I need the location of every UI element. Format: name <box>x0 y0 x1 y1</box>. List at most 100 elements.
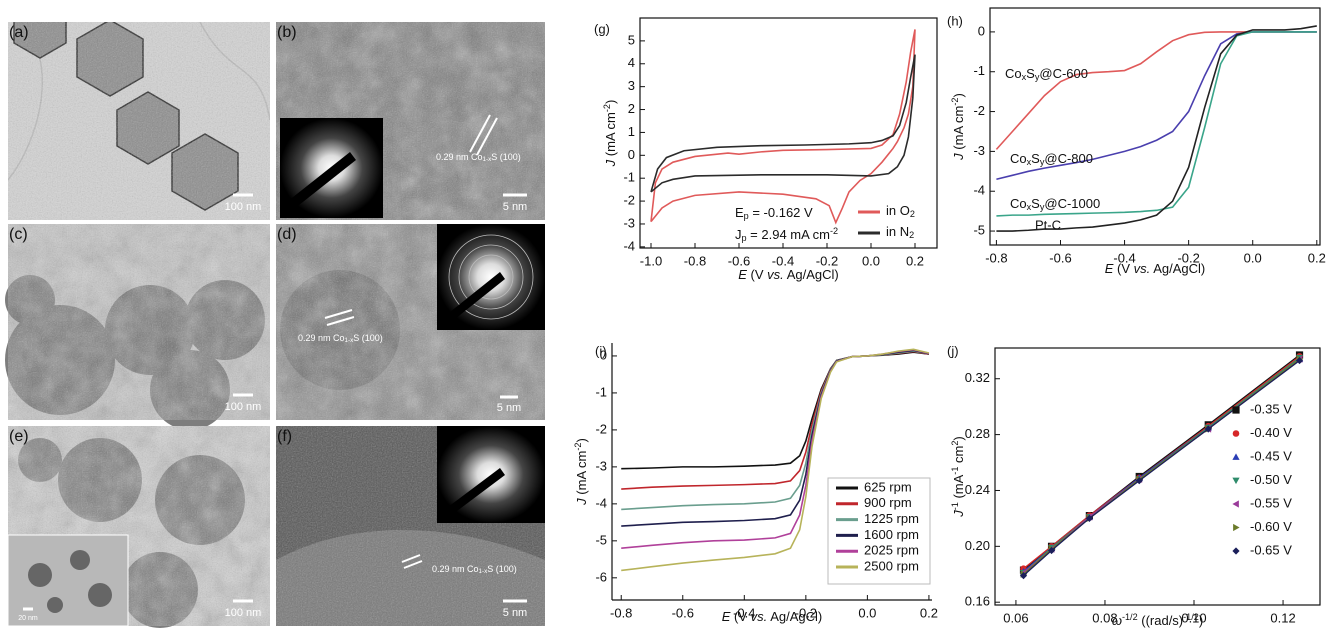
text-part: vs. <box>751 609 768 624</box>
panel-label: (h) <box>947 13 963 28</box>
marker <box>1232 453 1239 459</box>
annotation: Ep = -0.162 V <box>735 205 813 221</box>
legend-label: -0.55 V <box>1250 495 1292 510</box>
marker <box>1233 524 1239 531</box>
y-tick-label: 1 <box>628 124 635 139</box>
text-part: Co <box>1010 196 1027 211</box>
scale-label: 5 nm <box>497 402 521 414</box>
x-tick-label: -0.8 <box>985 250 1007 265</box>
legend-label: CoxSy@C-1000 <box>1010 196 1100 212</box>
y-tick-label: 0.16 <box>965 594 990 609</box>
panel-label: (d) <box>277 226 297 243</box>
legend-label: -0.50 V <box>1250 472 1292 487</box>
legend-label: Pt-C <box>1035 217 1061 232</box>
series-line <box>996 32 1316 216</box>
text-part: -2 <box>573 443 583 451</box>
legend-label: -0.35 V <box>1250 401 1292 416</box>
panel-label: (j) <box>947 343 959 358</box>
series-line <box>621 352 929 468</box>
legend-label: 1600 rpm <box>864 527 919 542</box>
y-tick-label: 0 <box>978 23 985 38</box>
x-axis-label: ω-1/2 ((rad/s)-1/2) <box>1112 612 1203 628</box>
panel-label: (e) <box>9 428 29 445</box>
text-part: 2 <box>909 230 914 240</box>
marker <box>1233 430 1240 437</box>
marker <box>1232 500 1238 507</box>
annotation: Jp = 2.94 mA cm-2 <box>735 226 838 243</box>
legend-label: 1225 rpm <box>864 511 919 526</box>
y-axis-label: J (mA cm-2) <box>602 100 618 168</box>
x-tick-label: 0.0 <box>862 253 880 268</box>
y-tick-label: 2 <box>628 101 635 116</box>
panel-label: (i) <box>595 343 607 358</box>
y-axis-label: J-1 (mA-1 cm2) <box>950 436 966 518</box>
y-tick-label: -3 <box>973 143 985 158</box>
x-tick-label: 0.2 <box>920 605 938 620</box>
text-part: -1 <box>950 502 960 510</box>
x-tick-label: -0.4 <box>772 253 794 268</box>
text-part: = 2.94 mA cm <box>747 227 830 242</box>
text-part: in O <box>886 203 910 218</box>
y-tick-label: -4 <box>595 495 607 510</box>
y-tick-label: 0.32 <box>965 370 990 385</box>
x-tick-label: 0.06 <box>1003 610 1028 625</box>
series-line <box>621 352 929 490</box>
y-tick-label: -6 <box>595 569 607 584</box>
text-part: @C-600 <box>1039 66 1088 81</box>
x-axis-label: E (V vs. Ag/AgCl) <box>722 609 822 624</box>
text-part: -1/2 <box>1122 612 1138 622</box>
x-tick-label: -0.8 <box>684 253 706 268</box>
text-part: Ag/AgCl) <box>784 267 839 282</box>
text-part: S (100) <box>491 152 521 162</box>
scale-label: 5 nm <box>503 607 527 619</box>
text-part: 0.29 nm Co <box>432 564 479 574</box>
legend-label: 2500 rpm <box>864 558 919 573</box>
text-part: E <box>1105 261 1114 276</box>
text-part: -2 <box>950 98 960 106</box>
text-part: -2 <box>602 104 612 112</box>
page: (a) (b) (c) (d) (e) (f) 100 nm 5 nm 100 … <box>0 0 1330 633</box>
legend-label: -0.65 V <box>1250 542 1292 557</box>
y-tick-label: -1 <box>623 170 635 185</box>
scale-label: 100 nm <box>225 201 262 213</box>
scale-label: 100 nm <box>225 607 262 619</box>
x-tick-label: -0.6 <box>1049 250 1071 265</box>
figure: (a) (b) (c) (d) (e) (f) 100 nm 5 nm 100 … <box>0 0 1330 633</box>
text-part: cm <box>951 446 966 467</box>
y-tick-label: 4 <box>628 55 635 70</box>
legend-label: 900 rpm <box>864 495 912 510</box>
text-part: ((rad/s) <box>1138 613 1184 628</box>
x-tick-label: -0.2 <box>816 253 838 268</box>
text-part: Ag/AgCl) <box>1150 261 1205 276</box>
text-part: @C-1000 <box>1044 196 1100 211</box>
y-tick-label: 0.20 <box>965 538 990 553</box>
x-tick-label: -0.8 <box>610 605 632 620</box>
y-tick-label: -3 <box>595 458 607 473</box>
x-axis-label: E (V vs. Ag/AgCl) <box>738 267 838 282</box>
panel-label: (b) <box>277 24 297 41</box>
text-part: (V <box>747 267 767 282</box>
text-part: Ag/AgCl) <box>767 609 822 624</box>
text-part: S <box>1026 66 1035 81</box>
lattice-note: 0.29 nm Co1-xS (100) <box>436 152 521 163</box>
y-tick-label: -4 <box>973 183 985 198</box>
panel-label: (f) <box>277 428 292 445</box>
series-line <box>651 55 915 192</box>
text-part: -1 <box>950 467 960 475</box>
text-part: vs. <box>1134 261 1151 276</box>
y-tick-label: 0.24 <box>965 482 990 497</box>
text-part: ) <box>951 93 966 97</box>
y-tick-label: 3 <box>628 78 635 93</box>
text-part: ) <box>951 436 966 440</box>
y-tick-label: -5 <box>595 532 607 547</box>
y-tick-label: 0 <box>628 147 635 162</box>
x-tick-label: 0.12 <box>1270 610 1295 625</box>
text-part: S <box>1031 151 1040 166</box>
y-axis-label: J (mA cm-2) <box>950 93 966 161</box>
x-tick-label: 0.2 <box>1308 250 1326 265</box>
legend-label: 2025 rpm <box>864 543 919 558</box>
inset <box>8 535 128 626</box>
text-part: E <box>738 267 747 282</box>
y-tick-label: -2 <box>623 193 635 208</box>
text-part: ) <box>574 438 589 442</box>
